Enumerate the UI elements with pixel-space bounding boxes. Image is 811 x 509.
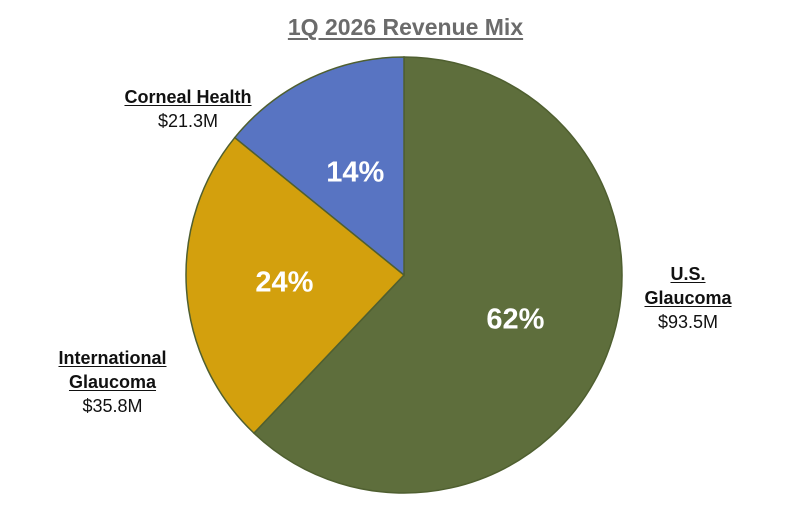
label-us-glaucoma-line1: U.S. <box>670 264 706 284</box>
chart-title: 1Q 2026 Revenue Mix <box>287 14 524 40</box>
pie-slice-us-glaucoma <box>252 56 623 494</box>
label-us-glaucoma: U.S. Glaucoma $93.5M <box>628 262 748 334</box>
pie-slice-corneal-health-percent-label: 14% <box>326 157 384 189</box>
label-corneal-health: Corneal Health $21.3M <box>103 85 273 133</box>
pie-slice-international-glaucoma <box>185 136 406 435</box>
label-international-glaucoma-amount: $35.8M <box>82 396 143 416</box>
pie-slice-corneal-health <box>233 56 405 277</box>
label-international-glaucoma: International Glaucoma $35.8M <box>40 346 185 418</box>
label-us-glaucoma-line2: Glaucoma <box>644 288 732 308</box>
label-us-glaucoma-amount: $93.5M <box>657 312 719 332</box>
label-corneal-health-line1: Corneal Health <box>124 87 252 107</box>
label-international-glaucoma-line1: International <box>58 348 167 368</box>
pie-slice-us-glaucoma-percent-label: 62% <box>486 303 544 335</box>
label-corneal-health-amount: $21.3M <box>157 111 219 131</box>
pie-slice-international-glaucoma-percent-label: 24% <box>255 267 313 299</box>
label-international-glaucoma-line2: Glaucoma <box>68 372 157 392</box>
